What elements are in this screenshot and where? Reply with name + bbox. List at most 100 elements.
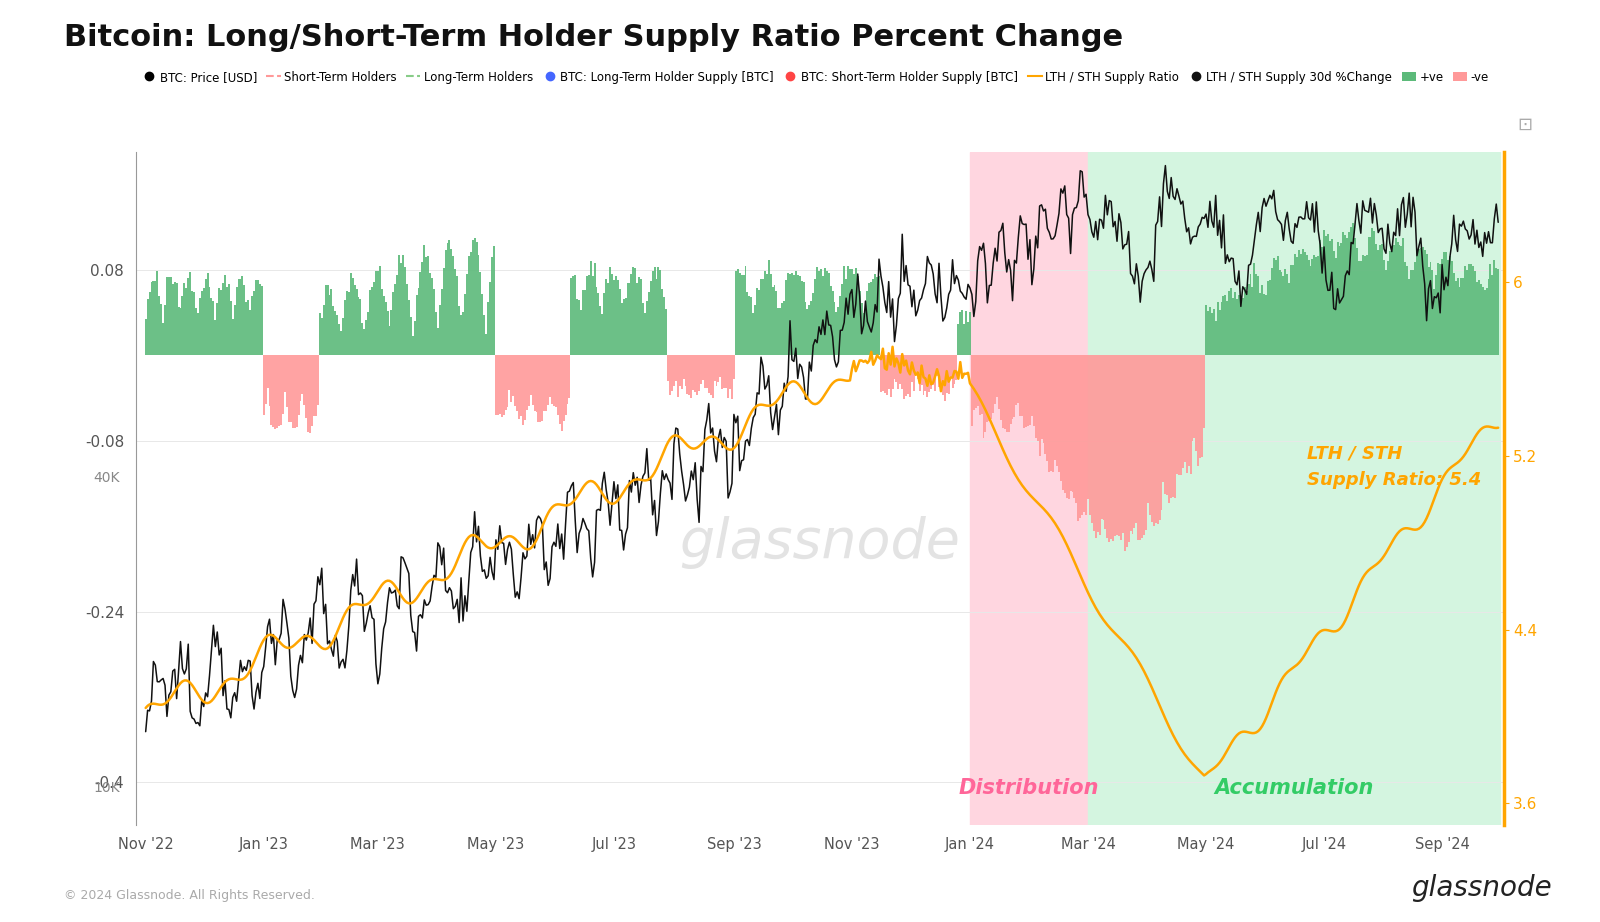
Bar [429, 274, 430, 355]
Bar [264, 355, 267, 404]
Bar [1342, 231, 1344, 355]
Bar [781, 302, 784, 355]
Bar [693, 355, 694, 390]
Bar [736, 269, 739, 355]
Bar [1048, 355, 1050, 472]
Bar [698, 355, 701, 391]
Bar [784, 301, 786, 355]
Bar [522, 355, 523, 425]
Bar [1437, 263, 1438, 355]
Bar [1450, 256, 1451, 355]
Bar [1346, 238, 1349, 355]
Bar [827, 273, 830, 355]
Bar [1139, 355, 1141, 539]
Bar [258, 279, 259, 355]
Bar [1230, 288, 1232, 355]
Bar [1269, 280, 1270, 355]
Bar [1018, 355, 1019, 403]
Bar [906, 355, 907, 396]
Bar [1418, 249, 1419, 355]
Bar [1226, 301, 1229, 355]
Bar [389, 325, 390, 355]
Bar [835, 312, 837, 355]
Text: glassnode: glassnode [1411, 874, 1552, 902]
Bar [1482, 287, 1483, 355]
Bar [382, 296, 384, 355]
Bar [685, 355, 686, 386]
Bar [664, 298, 666, 355]
Bar [1002, 355, 1003, 428]
Bar [760, 278, 762, 355]
Bar [739, 273, 741, 355]
Bar [918, 355, 920, 391]
Bar [613, 280, 614, 355]
Bar [434, 289, 435, 355]
Bar [1102, 355, 1104, 520]
Bar [1266, 295, 1267, 355]
Bar [323, 304, 325, 355]
Bar [1179, 355, 1182, 475]
Bar [1240, 297, 1242, 355]
Bar [1386, 270, 1387, 355]
Bar [187, 278, 189, 355]
Text: Bitcoin: Long/Short-Term Holder Supply Ratio Percent Change: Bitcoin: Long/Short-Term Holder Supply R… [64, 23, 1123, 52]
Bar [1352, 223, 1354, 355]
Bar [194, 292, 195, 355]
Bar [910, 355, 914, 382]
Bar [530, 355, 531, 396]
Bar [568, 355, 570, 397]
Bar [1221, 302, 1222, 355]
Bar [1197, 355, 1200, 467]
Bar [346, 291, 347, 355]
Text: ⊡: ⊡ [1517, 115, 1533, 134]
Bar [486, 302, 490, 355]
Bar [1432, 270, 1434, 355]
Bar [621, 303, 622, 355]
Bar [646, 301, 648, 355]
Bar [373, 282, 374, 355]
Bar [416, 294, 418, 355]
Bar [989, 355, 990, 420]
Bar [1106, 355, 1109, 538]
Bar [634, 268, 637, 355]
Bar [1158, 355, 1160, 520]
Bar [290, 355, 291, 421]
Bar [1373, 231, 1376, 355]
Bar [518, 355, 520, 420]
Bar [451, 249, 453, 355]
Bar [299, 355, 301, 400]
Bar [752, 313, 754, 355]
Bar [898, 355, 899, 389]
Bar [627, 283, 629, 355]
Bar [1062, 355, 1064, 491]
Bar [202, 291, 203, 355]
Bar [714, 355, 715, 382]
Bar [250, 311, 251, 355]
Bar [1368, 238, 1370, 355]
Bar [933, 355, 934, 385]
Bar [1216, 302, 1219, 355]
Bar [1046, 355, 1048, 461]
Bar [1090, 355, 1091, 514]
Bar [851, 269, 853, 355]
Text: 10K: 10K [93, 781, 120, 795]
Bar [510, 355, 512, 402]
Bar [1480, 284, 1482, 355]
Bar [1262, 293, 1266, 355]
Bar [1040, 355, 1043, 439]
Bar [814, 279, 816, 355]
Bar [632, 267, 634, 355]
Bar [1064, 355, 1066, 493]
Bar [1194, 355, 1195, 438]
Bar [1422, 246, 1424, 355]
Bar [778, 308, 779, 355]
Bar [526, 355, 528, 410]
Bar [1131, 355, 1133, 534]
Bar [1166, 355, 1168, 495]
Bar [658, 266, 659, 355]
Bar [387, 311, 389, 355]
Bar [643, 313, 646, 355]
Bar [1278, 270, 1280, 355]
Bar [1053, 355, 1054, 472]
Bar [440, 290, 443, 355]
